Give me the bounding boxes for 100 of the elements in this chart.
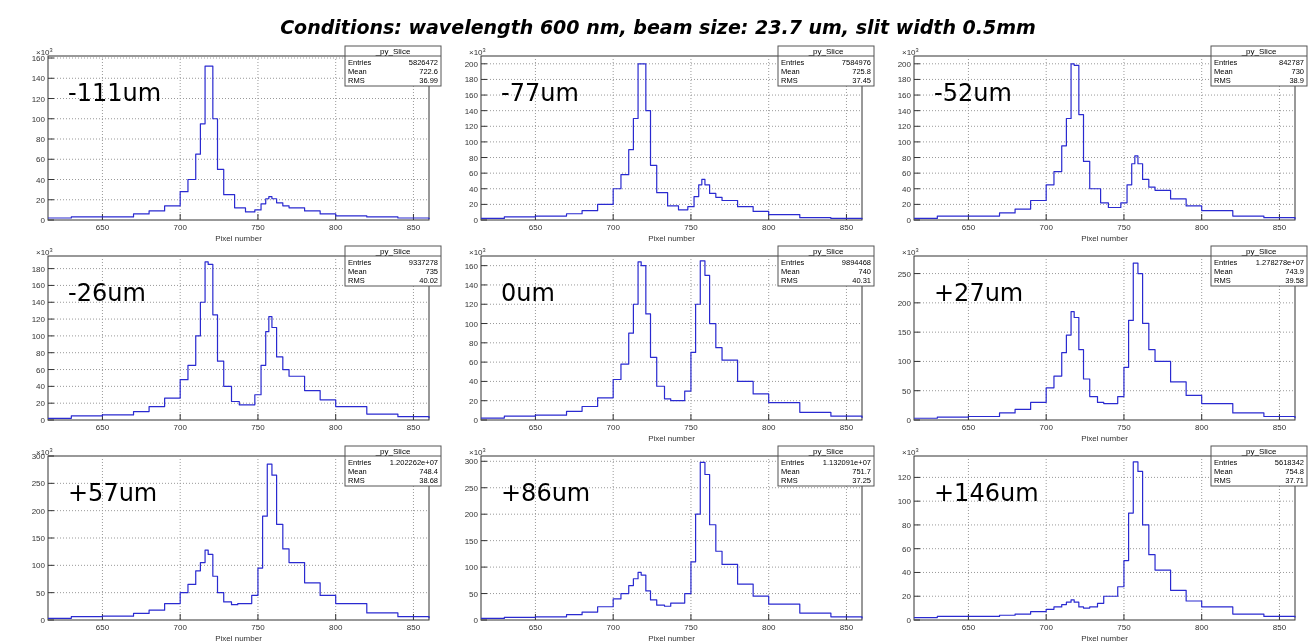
- y-tick-label: 100: [31, 331, 46, 341]
- annotation: -52um: [934, 79, 1012, 107]
- y-tick-label: 200: [31, 506, 46, 516]
- x-tick-label: 650: [961, 623, 976, 632]
- text: _py_Slice: [1240, 247, 1277, 256]
- y-tick-label: 100: [464, 563, 479, 573]
- y-tick-label: 120: [31, 94, 46, 104]
- y-tick-label: 40: [469, 377, 479, 387]
- text: _py_Slice: [1240, 47, 1277, 56]
- y-tick-label: 0: [473, 416, 479, 425]
- y-axis-title: ×10$^{3}$: [902, 447, 919, 457]
- x-tick-label: 800: [1195, 623, 1209, 632]
- y-tick-label: 80: [36, 135, 46, 145]
- x-tick-label: 800: [762, 623, 776, 632]
- y-tick-label: 40: [902, 184, 912, 194]
- y-tick-label: 100: [897, 357, 912, 367]
- y-axis-title: ×10$^{3}$: [36, 247, 53, 257]
- x-axis-title: Pixel number: [648, 434, 696, 443]
- x-tick-label: 700: [1039, 623, 1054, 632]
- y-tick-label: 120: [464, 300, 479, 310]
- y-tick-label: 120: [897, 473, 912, 483]
- y-tick-label: 160: [897, 91, 912, 101]
- annotation: 0um: [501, 279, 555, 307]
- y-tick-label: 100: [31, 114, 46, 124]
- x-tick-label: 650: [95, 423, 110, 432]
- text: _py_Slice: [807, 47, 844, 56]
- y-tick-label: 140: [464, 106, 479, 116]
- y-tick-label: 40: [36, 175, 46, 185]
- y-axis-title: ×10$^{3}$: [902, 47, 919, 57]
- y-tick-label: 180: [897, 75, 912, 85]
- annotation: +86um: [501, 479, 591, 507]
- y-tick-label: 20: [469, 200, 479, 210]
- y-axis-title: ×10$^{3}$: [469, 447, 486, 457]
- x-tick-label: 800: [329, 223, 343, 232]
- y-tick-label: 160: [464, 91, 479, 101]
- x-tick-label: 650: [528, 623, 543, 632]
- x-tick-label: 850: [406, 423, 421, 432]
- x-tick-label: 700: [1039, 223, 1054, 232]
- x-tick-label: 650: [961, 223, 976, 232]
- annotation: _py_Slice: [807, 447, 844, 456]
- y-tick-label: 40: [902, 568, 912, 578]
- x-tick-label: 850: [839, 423, 854, 432]
- y-tick-label: 120: [464, 122, 479, 132]
- text: _py_Slice: [374, 247, 411, 256]
- x-tick-label: 850: [406, 223, 421, 232]
- y-tick-label: 50: [902, 386, 912, 396]
- y-tick-label: 40: [36, 382, 46, 392]
- y-tick-label: 80: [36, 348, 46, 358]
- x-axis-title: Pixel number: [648, 634, 696, 643]
- x-tick-label: 750: [1117, 623, 1132, 632]
- x-tick-label: 850: [406, 623, 421, 632]
- annotation: _py_Slice: [374, 47, 411, 56]
- x-tick-label: 850: [839, 623, 854, 632]
- y-tick-label: 0: [40, 616, 46, 625]
- y-tick-label: 60: [469, 169, 479, 179]
- x-tick-label: 850: [1272, 423, 1287, 432]
- y-tick-label: 300: [464, 457, 479, 467]
- annotation: -77um: [501, 79, 579, 107]
- y-tick-label: 160: [31, 281, 46, 291]
- x-tick-label: 800: [762, 423, 776, 432]
- x-tick-label: 650: [95, 223, 110, 232]
- y-axis-title: ×10$^{3}$: [469, 247, 486, 257]
- y-tick-label: 200: [464, 510, 479, 520]
- x-axis-title: Pixel number: [648, 234, 696, 243]
- x-tick-label: 750: [684, 623, 699, 632]
- annotation: +27um: [934, 279, 1024, 307]
- x-tick-label: 650: [961, 423, 976, 432]
- x-tick-label: 850: [1272, 223, 1287, 232]
- y-tick-label: 160: [464, 261, 479, 271]
- x-tick-label: 700: [606, 623, 621, 632]
- text: _py_Slice: [807, 247, 844, 256]
- x-tick-label: 700: [606, 223, 621, 232]
- y-tick-label: 60: [902, 544, 912, 554]
- x-axis-title: Pixel number: [215, 234, 263, 243]
- y-tick-label: 0: [473, 616, 479, 625]
- y-tick-label: 100: [897, 137, 912, 147]
- y-tick-label: 120: [897, 122, 912, 132]
- y-tick-label: 250: [31, 479, 46, 489]
- x-axis-title: Pixel number: [1081, 234, 1129, 243]
- y-tick-label: 250: [464, 483, 479, 493]
- y-tick-label: 50: [36, 588, 46, 598]
- y-tick-label: 20: [902, 592, 912, 602]
- y-tick-label: 200: [464, 59, 479, 69]
- y-tick-label: 40: [469, 184, 479, 194]
- x-tick-label: 700: [1039, 423, 1054, 432]
- x-axis-title: Pixel number: [1081, 434, 1129, 443]
- annotation: +57um: [68, 479, 158, 507]
- text: Conditions: wavelength 600 nm, beam size: 23.7 um, slit width 0.5mm: [280, 16, 1036, 38]
- y-tick-label: 80: [469, 338, 479, 348]
- y-tick-label: 0: [906, 616, 912, 625]
- y-tick-label: 180: [31, 264, 46, 274]
- y-tick-label: 120: [31, 315, 46, 325]
- y-tick-label: 150: [897, 328, 912, 338]
- y-tick-label: 100: [464, 137, 479, 147]
- text: _py_Slice: [1240, 447, 1277, 456]
- x-tick-label: 800: [329, 623, 343, 632]
- x-tick-label: 700: [173, 423, 188, 432]
- x-tick-label: 750: [251, 623, 266, 632]
- y-tick-label: 20: [36, 399, 46, 409]
- x-tick-label: 700: [606, 423, 621, 432]
